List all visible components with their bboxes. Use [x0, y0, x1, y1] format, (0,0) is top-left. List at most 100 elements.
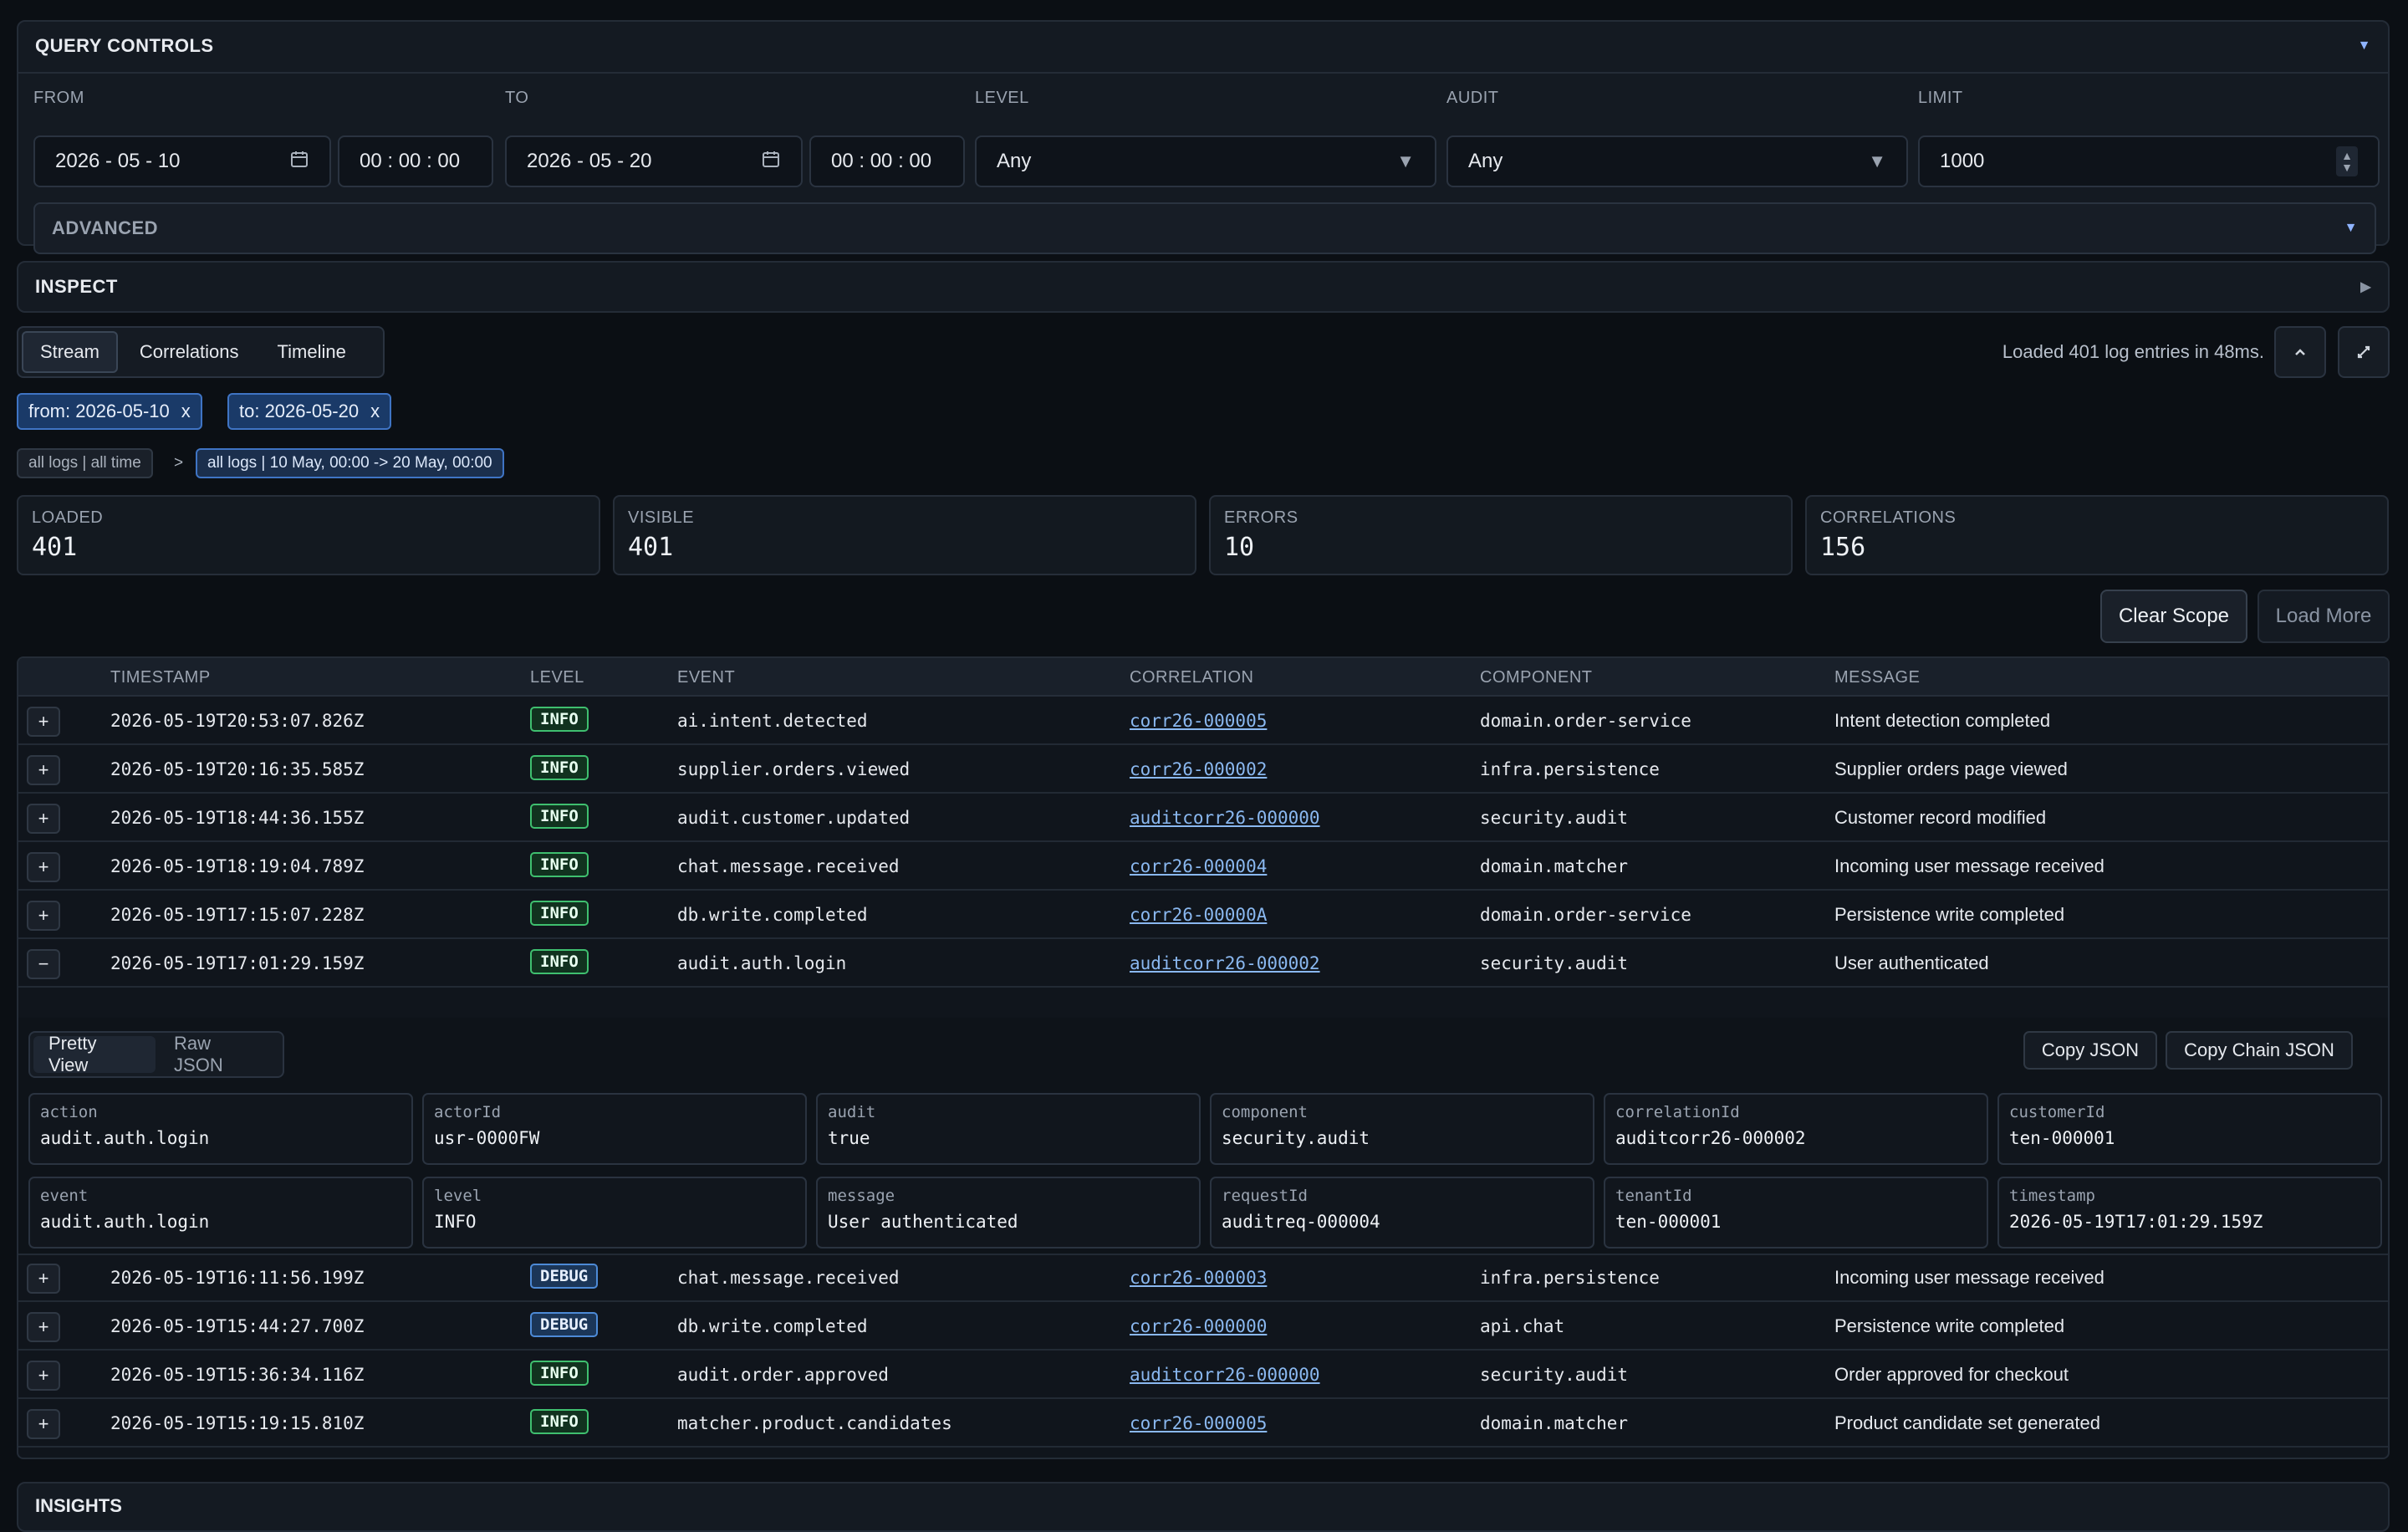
- row-timestamp: 2026-05-19T16:11:56.199Z: [110, 1268, 365, 1288]
- row-message: Customer record modified: [1834, 807, 2047, 828]
- close-icon[interactable]: x: [370, 401, 380, 421]
- from-date-input[interactable]: 2026 - 05 - 10: [33, 135, 331, 187]
- stepper-icon[interactable]: ▲ ▼: [2336, 146, 2358, 176]
- column-level[interactable]: LEVEL: [530, 668, 584, 687]
- column-event[interactable]: EVENT: [677, 668, 736, 687]
- clear-scope-button[interactable]: Clear Scope: [2100, 590, 2247, 643]
- from-time-input[interactable]: 00 : 00 : 00: [338, 135, 493, 187]
- row-toggle-button[interactable]: +: [27, 1361, 60, 1391]
- table-row[interactable]: +2026-05-19T14:59:38.508ZINFOaudit.order…: [18, 1448, 2388, 1459]
- correlation-link[interactable]: corr26-000000: [1130, 1316, 1268, 1336]
- filter-chip-label: from: 2026-05-10: [28, 401, 170, 421]
- collapse-icon[interactable]: [2274, 326, 2326, 378]
- stat-value: 401: [32, 533, 78, 562]
- row-message: Intent detection completed: [1834, 710, 2051, 731]
- correlation-link[interactable]: corr26-000002: [1130, 759, 1268, 779]
- column-component[interactable]: COMPONENT: [1480, 668, 1593, 687]
- breadcrumb-current-scope[interactable]: all logs | 10 May, 00:00 -> 20 May, 00:0…: [196, 448, 504, 478]
- row-component: domain.matcher: [1480, 1413, 1629, 1433]
- pretty-view-tab[interactable]: Pretty View: [33, 1033, 156, 1075]
- inspect-panel[interactable]: INSPECT ▶: [17, 261, 2390, 313]
- inspect-header[interactable]: INSPECT ▶: [18, 263, 2388, 311]
- detail-field-value: auditreq-000004: [1222, 1212, 1380, 1232]
- correlation-link[interactable]: auditcorr26-000000: [1130, 1365, 1320, 1385]
- chevron-down-icon: ▼: [2344, 221, 2358, 235]
- row-message: Persistence write completed: [1834, 1315, 2065, 1336]
- audit-select[interactable]: Any ▼: [1446, 135, 1908, 187]
- copy-json-button[interactable]: Copy JSON: [2023, 1031, 2157, 1070]
- load-more-button[interactable]: Load More: [2258, 590, 2390, 643]
- to-time-input[interactable]: 00 : 00 : 00: [809, 135, 965, 187]
- row-event: chat.message.received: [677, 1268, 900, 1288]
- query-controls-header[interactable]: QUERY CONTROLS ▼: [18, 22, 2388, 70]
- row-event: audit.auth.login: [677, 953, 847, 973]
- row-component: domain.order-service: [1480, 711, 1691, 731]
- detail-field-key: requestId: [1222, 1187, 1308, 1205]
- row-event: ai.intent.detected: [677, 711, 868, 731]
- table-row[interactable]: +2026-05-19T15:36:34.116Z INFO audit.order…: [18, 1351, 2388, 1399]
- row-component: security.audit: [1480, 1365, 1629, 1385]
- copy-chain-json-button[interactable]: Copy Chain JSON: [2166, 1031, 2353, 1070]
- expand-icon[interactable]: [2338, 326, 2390, 378]
- table-row[interactable]: +2026-05-19T18:44:36.155Z INFO audit.custo…: [18, 794, 2388, 842]
- breadcrumb-all-time[interactable]: all logs | all time: [17, 448, 153, 478]
- row-toggle-button[interactable]: +: [27, 1264, 60, 1294]
- row-event: audit.customer.updated: [677, 808, 911, 828]
- calendar-icon[interactable]: [289, 149, 309, 174]
- level-select[interactable]: Any ▼: [975, 135, 1436, 187]
- table-row[interactable]: +2026-05-19T16:11:56.199Z DEBUG chat.messa…: [18, 1254, 2388, 1302]
- limit-input[interactable]: 1000 ▲ ▼: [1918, 135, 2380, 187]
- tab-timeline[interactable]: Timeline: [277, 341, 346, 362]
- row-toggle-button[interactable]: +: [27, 1312, 60, 1342]
- view-tabs: Stream Correlations Timeline: [17, 326, 385, 378]
- row-timestamp: 2026-05-19T18:19:04.789Z: [110, 856, 365, 876]
- close-icon[interactable]: x: [181, 401, 191, 421]
- correlation-link[interactable]: corr26-000004: [1130, 856, 1268, 876]
- stat-loaded: LOADED 401: [17, 495, 600, 575]
- row-timestamp: 2026-05-19T17:01:29.159Z: [110, 953, 365, 973]
- table-row[interactable]: +2026-05-19T15:44:27.700Z DEBUG db.write.c…: [18, 1302, 2388, 1351]
- correlation-link[interactable]: auditcorr26-000000: [1130, 808, 1320, 828]
- row-toggle-button[interactable]: +: [27, 901, 60, 931]
- tab-correlations[interactable]: Correlations: [139, 341, 239, 362]
- row-toggle-button[interactable]: +: [27, 755, 60, 785]
- row-toggle-button[interactable]: +: [27, 1409, 60, 1439]
- level-badge: INFO: [530, 1361, 589, 1386]
- table-row[interactable]: +2026-05-19T20:53:07.826Z INFO ai.intent.d…: [18, 697, 2388, 745]
- table-row[interactable]: − 2026-05-19T17:01:29.159Z INFO audit.auth.…: [18, 939, 2388, 988]
- advanced-toggle[interactable]: ADVANCED ▼: [33, 202, 2376, 254]
- correlation-link[interactable]: auditcorr26-000002: [1130, 953, 1320, 973]
- correlation-link[interactable]: corr26-000005: [1130, 711, 1268, 731]
- column-message[interactable]: MESSAGE: [1834, 668, 1921, 687]
- row-toggle-button[interactable]: +: [27, 1458, 60, 1459]
- correlation-link[interactable]: corr26-000003: [1130, 1268, 1268, 1288]
- table-row[interactable]: +2026-05-19T20:16:35.585Z INFO supplier.or…: [18, 745, 2388, 794]
- row-component: security.audit: [1480, 808, 1629, 828]
- table-row[interactable]: +2026-05-19T18:19:04.789Z INFO chat.messag…: [18, 842, 2388, 891]
- to-date-value: 2026 - 05 - 20: [527, 150, 652, 172]
- detail-field: message User authenticated: [816, 1177, 1201, 1249]
- stat-value: 10: [1224, 533, 1255, 562]
- row-component: domain.order-service: [1480, 905, 1691, 925]
- column-timestamp[interactable]: TIMESTAMP: [110, 668, 211, 687]
- row-message: Incoming user message received: [1834, 1267, 2104, 1288]
- to-date-input[interactable]: 2026 - 05 - 20: [505, 135, 803, 187]
- from-label: FROM: [33, 89, 84, 107]
- row-toggle-button[interactable]: +: [27, 804, 60, 834]
- raw-json-tab[interactable]: Raw JSON: [174, 1033, 223, 1075]
- calendar-icon[interactable]: [761, 149, 781, 174]
- row-toggle-button[interactable]: +: [27, 852, 60, 882]
- column-correlation[interactable]: CORRELATION: [1130, 668, 1254, 687]
- filter-chip-to[interactable]: to: 2026-05-20 x: [227, 393, 392, 430]
- detail-field: requestId auditreq-000004: [1210, 1177, 1594, 1249]
- table-row[interactable]: +2026-05-19T17:15:07.228Z INFO db.write.co…: [18, 891, 2388, 939]
- correlation-link[interactable]: corr26-000005: [1130, 1413, 1268, 1433]
- correlation-link[interactable]: corr26-00000A: [1130, 905, 1268, 925]
- filter-chip-from[interactable]: from: 2026-05-10 x: [17, 393, 202, 430]
- row-toggle-button[interactable]: −: [27, 949, 60, 979]
- row-toggle-button[interactable]: +: [27, 707, 60, 737]
- tab-stream[interactable]: Stream: [22, 331, 118, 373]
- detail-field-value: audit.auth.login: [40, 1212, 210, 1232]
- table-row[interactable]: +2026-05-19T15:19:15.810Z INFO matcher.pro…: [18, 1399, 2388, 1448]
- insights-panel[interactable]: INSIGHTS: [17, 1482, 2390, 1532]
